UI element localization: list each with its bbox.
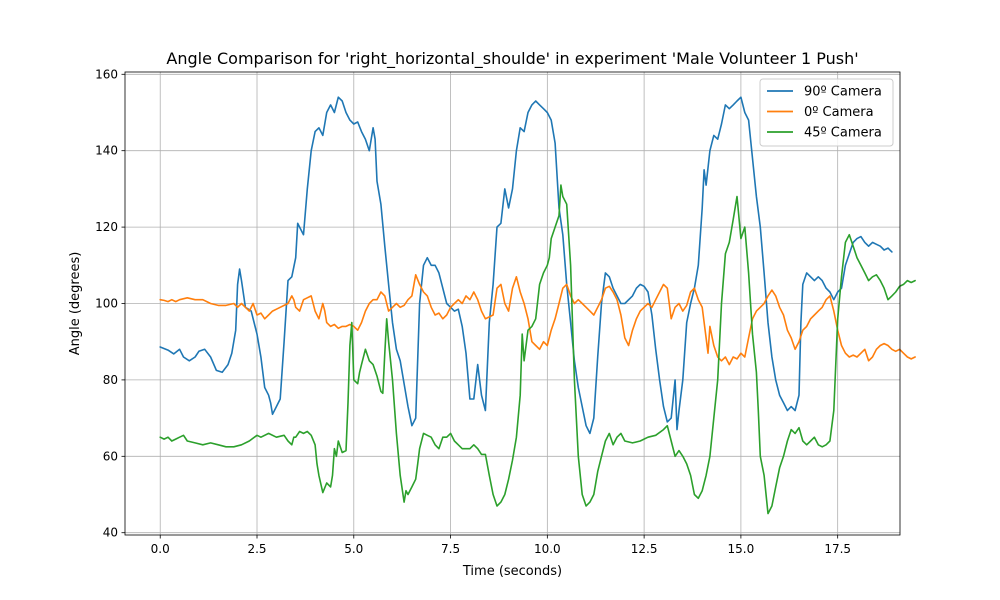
legend-label: 90º Camera [804, 85, 882, 100]
y-tick-label: 120 [95, 220, 118, 234]
x-tick-label: 10.0 [534, 542, 561, 556]
chart-title: Angle Comparison for 'right_horizontal_s… [166, 49, 858, 69]
series-line-45-camera [159, 184, 916, 515]
x-tick-label: 0.0 [151, 542, 170, 556]
y-tick-label: 140 [95, 144, 118, 158]
x-axis-title: Time (seconds) [462, 564, 562, 579]
x-tick-label: 7.5 [441, 542, 460, 556]
legend-items: 90º Camera 0º Camera 45º Camera [767, 85, 882, 141]
y-tick-label: 60 [103, 449, 118, 463]
y-tick-label: 100 [95, 297, 118, 311]
legend-box [759, 78, 894, 147]
x-tick-label: 17.5 [824, 542, 851, 556]
y-tick-label: 80 [103, 373, 118, 387]
y-axis-title: Angle (degrees) [68, 252, 83, 356]
legend-label: 45º Camera [804, 126, 882, 141]
x-tick-label: 12.5 [631, 542, 658, 556]
axis-ticks: 0.0 2.5 5.0 7.5 10.0 12.5 15.0 17.5 40 60 80 100 120… [95, 67, 851, 556]
x-tick-label: 5.0 [344, 542, 363, 556]
series-line-90-camera [159, 96, 893, 435]
x-tick-label: 15.0 [728, 542, 755, 556]
legend-label: 0º Camera [804, 105, 874, 120]
x-tick-label: 2.5 [247, 542, 266, 556]
series-lines [159, 96, 916, 515]
legend: 90º Camera 0º Camera 45º Camera [759, 78, 894, 147]
y-tick-label: 160 [95, 67, 118, 81]
y-tick-label: 40 [103, 526, 118, 540]
series-line-0-camera [159, 274, 916, 366]
